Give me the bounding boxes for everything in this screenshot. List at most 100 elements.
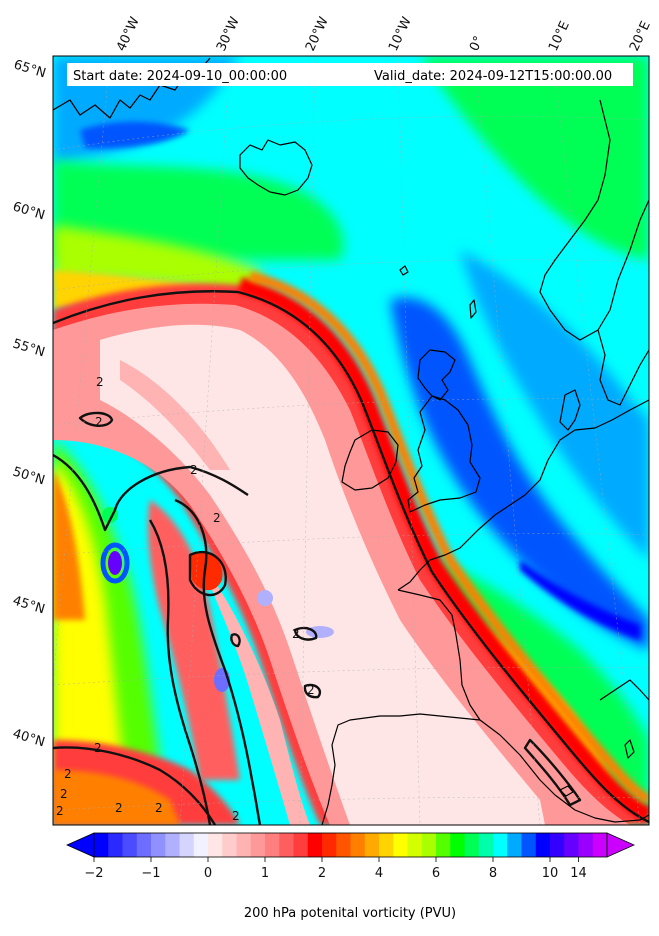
lon-label: 30°W <box>214 15 243 54</box>
lon-label: 40°W <box>114 15 143 54</box>
coast-faroe <box>399 265 409 276</box>
colorbar-bin <box>350 833 366 857</box>
lon-label: 20°E <box>627 19 654 54</box>
colorbar-bin <box>208 833 223 857</box>
colorbar-bin <box>108 833 123 857</box>
contour-label: 2 <box>94 741 102 755</box>
contour-label: 2 <box>292 627 300 641</box>
colorbar-bin <box>265 833 280 857</box>
colorbar-tick-label: 4 <box>375 866 383 881</box>
coast-denmark <box>559 389 581 431</box>
pv-2-contour-small-2 <box>293 626 318 641</box>
colorbar-bin <box>250 833 266 857</box>
colorbar-bin <box>293 833 309 857</box>
colorbar-over-arrow <box>606 832 635 858</box>
contour-label: 2 <box>115 801 123 815</box>
pv-field: 2 2 2 2 2 2 2 2 2 2 2 2 2 <box>53 56 649 825</box>
west-orange <box>53 470 85 620</box>
colorbar-bin <box>151 833 166 857</box>
pv-2-contour-west-c <box>148 519 212 825</box>
pv-2-contour-cutoff <box>188 550 227 597</box>
latitude-labels: 65°N 60°N 55°N 50°N 45°N 40°N <box>11 57 48 750</box>
colorbar-bin <box>436 833 451 857</box>
colorbar-bin <box>179 833 195 857</box>
coast-scotland <box>417 349 456 401</box>
colorbar-bin <box>421 833 437 857</box>
colorbar-bin <box>478 833 494 857</box>
coast-brittany-biscay <box>397 589 481 721</box>
colorbar <box>66 832 635 858</box>
lat-label: 50°N <box>11 464 47 488</box>
pv-2-contour-main <box>53 290 649 824</box>
colorbar-bin <box>535 833 551 857</box>
southern-orange-band <box>53 770 180 825</box>
pv-2-contour-west-a <box>53 453 249 532</box>
contour-label: 2 <box>155 801 163 815</box>
coast-corsica <box>624 739 635 759</box>
contour-label: 2 <box>96 375 104 389</box>
coast-sweden <box>597 329 649 406</box>
coast-italy <box>599 679 649 701</box>
date-header-box <box>67 63 633 86</box>
yellow-green-band <box>53 225 260 300</box>
colorbar-bin <box>136 833 152 857</box>
colorbar-bin <box>165 833 180 857</box>
colorbar-bin <box>94 833 109 857</box>
pv-2-contours <box>53 290 649 825</box>
colorbar-bin <box>379 833 394 857</box>
colorbar-bin <box>364 833 380 857</box>
map-frame <box>52 55 650 826</box>
high-pv-core-streak-2 <box>120 360 230 470</box>
lon-label: 10°E <box>546 19 573 54</box>
colorbar-bin <box>336 833 351 857</box>
pv-2-contour-west-b <box>174 498 262 825</box>
contour-label: 2 <box>95 415 103 429</box>
colorbar-bin <box>279 833 294 857</box>
lat-label: 55°N <box>11 336 47 360</box>
low-pv-spot-4 <box>108 551 122 575</box>
colorbar-bin <box>236 833 252 857</box>
colorbar-bin <box>450 833 465 857</box>
contour-label: 2 <box>64 767 72 781</box>
colorbar-tick-label: 2 <box>318 866 326 881</box>
coast-iceland <box>239 139 313 196</box>
colorbar-tick-label: 6 <box>432 866 440 881</box>
graticule <box>53 56 649 825</box>
colorbar-bin <box>322 833 337 857</box>
colorbar-bin <box>493 833 508 857</box>
contour-label: 2 <box>307 683 315 697</box>
pv-2-contour-small-1 <box>78 411 114 427</box>
colorbar-tick-label: 8 <box>489 866 497 881</box>
lat-label: 65°N <box>12 57 48 81</box>
coastlines <box>53 57 649 825</box>
pv-2-contour-small-4 <box>523 738 582 807</box>
lat-label: 40°N <box>11 726 47 750</box>
colorbar-under-arrow <box>66 832 95 858</box>
southwest-red-blob <box>190 551 223 591</box>
longitude-labels: 40°W 30°W 20°W 10°W 0° 10°E 20°E <box>114 15 654 54</box>
colorbar-bin <box>393 833 408 857</box>
colorbar-tick-label: 1 <box>261 866 269 881</box>
pv-2-contour-small-3 <box>303 683 322 699</box>
colorbar-frame <box>93 832 608 858</box>
contour-label: 2 <box>60 787 68 801</box>
red-front-edge <box>237 277 649 823</box>
coast-europe-north <box>397 399 649 591</box>
colorbar-bin <box>464 833 480 857</box>
colorbar-bin <box>550 833 565 857</box>
colorbar-tick-label: 14 <box>570 866 587 881</box>
colorbar-bin <box>592 833 608 857</box>
valid-date-label: Valid_date: 2024-09-12T15:00:00.00 <box>374 69 612 84</box>
contour-label: 2 <box>232 809 240 823</box>
colorbar-tick-label: 0 <box>204 866 212 881</box>
low-pv-core-north <box>80 121 190 149</box>
blue-mid-east <box>460 250 649 560</box>
southwest-red-lobe <box>148 500 240 780</box>
coast-iberia <box>321 713 481 825</box>
lon-label: 10°W <box>386 15 415 54</box>
colorbar-bin <box>193 833 209 857</box>
low-pv-trough-east <box>390 297 649 650</box>
pv-2-contour-small-5 <box>230 633 241 648</box>
pv-2-contour-labels: 2 2 2 2 2 2 2 2 2 2 2 2 2 <box>56 375 315 823</box>
